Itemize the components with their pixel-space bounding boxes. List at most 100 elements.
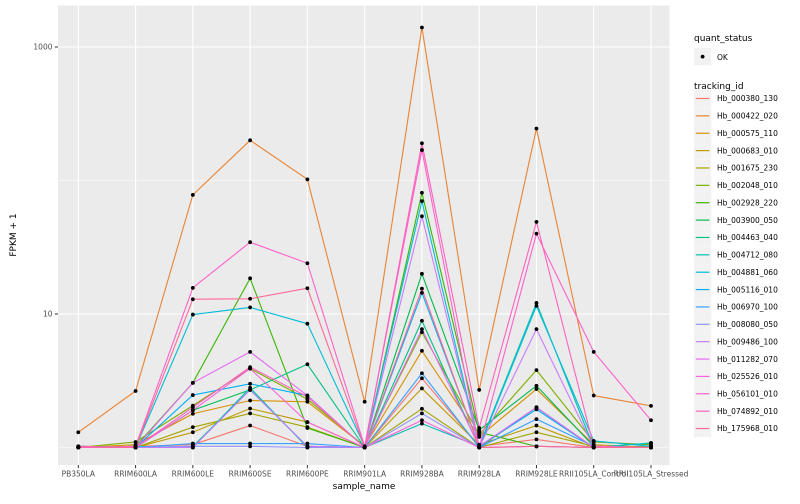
legend-entry-label: Hb_025526_010 — [717, 372, 778, 381]
x-tick-label: RRIM901LA — [343, 470, 387, 479]
legend-entry-label: Hb_004712_080 — [717, 251, 778, 260]
data-point — [190, 408, 195, 413]
chart-generated-layer: PB350LA RRIM600LA RRIM600LE RRIM600SE RRIM60… — [33, 5, 778, 479]
x-tick-label: RRIM928LE — [515, 470, 558, 479]
data-point — [420, 318, 424, 323]
data-point — [420, 214, 424, 219]
data-point — [248, 240, 253, 245]
legend-entry-label: Hb_008080_050 — [717, 320, 778, 329]
data-point — [248, 296, 253, 301]
legend-entry-label: Hb_003900_050 — [717, 216, 778, 225]
data-point — [76, 444, 81, 449]
data-point — [477, 426, 482, 430]
legend-entry-label: Hb_001675_230 — [717, 164, 778, 173]
data-point — [534, 430, 539, 435]
data-point — [190, 445, 195, 450]
data-point — [190, 380, 195, 385]
x-tick-label: RRIM928BA — [400, 470, 445, 479]
data-point — [248, 381, 253, 386]
data-point — [420, 327, 424, 332]
data-point — [420, 271, 424, 276]
data-point — [534, 219, 539, 224]
data-point — [305, 426, 310, 430]
data-point — [133, 445, 138, 450]
legend-entry-label: Hb_000380_130 — [717, 94, 778, 103]
data-point — [420, 406, 424, 411]
data-point — [420, 286, 424, 291]
data-point — [248, 350, 253, 354]
legend-entry-label: Hb_000575_110 — [717, 129, 778, 138]
data-point — [305, 420, 310, 424]
data-point — [420, 330, 424, 335]
data-point — [420, 418, 424, 423]
data-point — [190, 405, 195, 410]
data-point — [649, 445, 653, 450]
legend-entry-label: Hb_002928_220 — [717, 198, 778, 207]
data-point — [534, 405, 539, 410]
data-point — [591, 439, 596, 443]
data-point — [248, 423, 253, 428]
data-point — [248, 444, 253, 449]
data-point — [248, 411, 253, 416]
data-point — [420, 25, 424, 30]
data-point — [649, 441, 653, 445]
legend-tracking-id-title: tracking_id — [694, 82, 744, 92]
data-point — [190, 285, 195, 290]
x-tick-label: RRIM600PE — [286, 470, 329, 479]
data-point — [591, 445, 596, 450]
data-point — [305, 441, 310, 446]
data-point — [591, 393, 596, 398]
data-point — [420, 411, 424, 416]
x-axis-title: sample_name — [333, 482, 396, 492]
data-point — [420, 386, 424, 391]
data-point — [534, 437, 539, 442]
data-point — [477, 388, 482, 392]
data-point — [305, 321, 310, 326]
data-point — [534, 303, 539, 308]
data-point — [133, 389, 138, 393]
data-point — [534, 126, 539, 131]
data-point — [76, 430, 81, 435]
legend-entry-label: Hb_005116_010 — [717, 285, 778, 294]
data-point — [362, 445, 367, 450]
data-point — [190, 312, 195, 317]
data-point — [190, 441, 195, 446]
legend-entry-label: Hb_056101_010 — [717, 389, 778, 398]
data-point — [420, 148, 424, 152]
data-point — [420, 141, 424, 146]
data-point — [420, 376, 424, 381]
y-axis-title: FPKM + 1 — [9, 213, 19, 256]
legend-entry-label: Hb_004463_040 — [717, 233, 778, 242]
data-point — [534, 368, 539, 372]
data-point — [591, 350, 596, 354]
legend-entry-label: Hb_000422_020 — [717, 112, 778, 121]
data-point — [534, 301, 539, 305]
data-point — [248, 305, 253, 310]
legend-entry-label: Hb_004881_060 — [717, 268, 778, 277]
data-point — [190, 411, 195, 416]
data-point — [305, 362, 310, 367]
data-point — [190, 430, 195, 435]
data-point — [477, 445, 482, 450]
legend-ok-label: OK — [717, 53, 729, 62]
data-point — [248, 388, 253, 392]
legend-entry-label: Hb_009486_100 — [717, 337, 778, 346]
data-point — [534, 327, 539, 332]
data-point — [190, 393, 195, 397]
data-point — [305, 177, 310, 182]
data-point — [248, 365, 253, 370]
data-point — [534, 383, 539, 388]
data-point — [305, 394, 310, 399]
plot-panel — [58, 5, 670, 465]
x-tick-label: RRII105LA_Control — [559, 470, 629, 479]
x-tick-label: RRIM600LE — [172, 470, 215, 479]
data-point — [133, 440, 138, 444]
data-point — [305, 261, 310, 266]
legend-entry-label: Hb_074892_010 — [717, 407, 778, 416]
y-tick-label: 1000 — [33, 43, 52, 52]
x-tick-label: RRIM600LA — [114, 470, 158, 479]
data-point — [190, 297, 195, 302]
data-point — [190, 425, 195, 430]
